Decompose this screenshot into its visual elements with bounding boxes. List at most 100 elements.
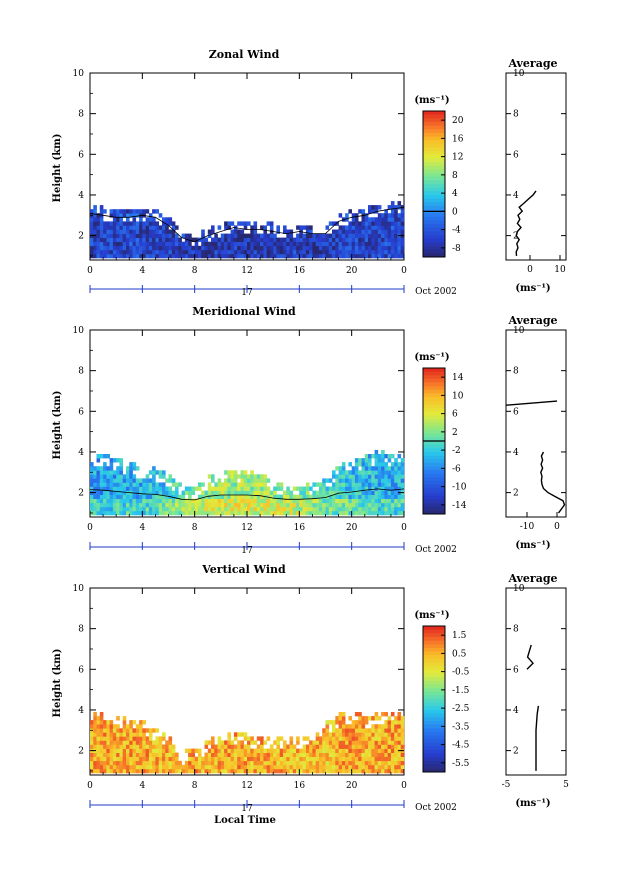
heatmap-cell bbox=[158, 213, 163, 218]
colorbar-tick-label: -5.5 bbox=[452, 759, 470, 769]
heatmap-cell bbox=[106, 756, 110, 762]
heatmap-cell bbox=[390, 724, 395, 729]
heatmap-cell bbox=[394, 253, 398, 259]
heatmap-cell bbox=[302, 241, 307, 247]
heatmap-cell bbox=[371, 728, 375, 733]
heatmap-cell bbox=[384, 724, 388, 729]
heatmap-cell bbox=[381, 482, 385, 487]
heatmap-cell bbox=[132, 466, 137, 471]
heatmap-cell bbox=[93, 213, 97, 218]
heatmap-cell bbox=[207, 233, 212, 238]
heatmap-cell bbox=[341, 466, 346, 471]
heatmap-cell bbox=[296, 245, 300, 251]
heatmap-cell bbox=[93, 752, 97, 757]
heatmap-cell bbox=[129, 736, 133, 741]
heatmap-cell bbox=[194, 502, 199, 508]
heatmap-cell bbox=[158, 233, 163, 238]
heatmap-cell bbox=[351, 748, 356, 753]
heatmap-cell bbox=[211, 225, 215, 230]
heatmap-cell bbox=[364, 720, 369, 725]
colorbar-swatch bbox=[423, 114, 445, 119]
heatmap-cell bbox=[292, 756, 297, 762]
heatmap-cell bbox=[351, 245, 356, 251]
heatmap-cell bbox=[214, 756, 218, 762]
heatmap-cell bbox=[129, 221, 133, 226]
heatmap-cell bbox=[227, 241, 231, 247]
heatmap-cell bbox=[250, 748, 254, 753]
colorbar-swatch bbox=[423, 462, 445, 467]
heatmap-cell bbox=[122, 748, 127, 753]
heatmap-cell bbox=[400, 728, 405, 733]
heatmap-cell bbox=[184, 249, 189, 255]
heatmap-cell bbox=[152, 764, 156, 770]
heatmap-cell bbox=[116, 229, 120, 234]
heatmap-cell bbox=[240, 744, 245, 749]
heatmap-cell bbox=[175, 510, 179, 516]
heatmap-cell bbox=[351, 221, 356, 226]
heatmap-cell bbox=[289, 764, 294, 770]
heatmap-cell bbox=[302, 245, 307, 251]
heatmap-cell bbox=[256, 245, 261, 251]
heatmap-cell bbox=[276, 225, 280, 230]
heatmap-cell bbox=[106, 736, 110, 741]
heatmap-cell bbox=[122, 716, 127, 721]
heatmap-cell bbox=[358, 756, 362, 762]
heatmap-cell bbox=[204, 510, 209, 516]
heatmap-cell bbox=[217, 752, 222, 757]
heatmap-cell bbox=[122, 744, 127, 749]
heatmap-cell bbox=[387, 736, 392, 741]
heatmap-cell bbox=[256, 756, 261, 762]
heatmap-cell bbox=[220, 510, 225, 516]
heatmap-cell bbox=[345, 768, 349, 774]
heatmap-cell bbox=[240, 245, 245, 251]
heatmap-cell bbox=[135, 510, 140, 516]
heatmap-cell bbox=[400, 249, 405, 255]
heatmap-cell bbox=[90, 502, 94, 508]
colorbar-swatch bbox=[423, 506, 445, 511]
heatmap-cell bbox=[289, 498, 294, 504]
heatmap-cell bbox=[364, 490, 369, 495]
heatmap-cell bbox=[332, 241, 336, 247]
heatmap-cell bbox=[99, 732, 104, 737]
heatmap-cell bbox=[142, 478, 146, 483]
heatmap-cell bbox=[132, 241, 137, 247]
heatmap-cell bbox=[237, 764, 241, 770]
heatmap-cell bbox=[243, 241, 248, 247]
heatmap-cell bbox=[377, 229, 382, 234]
heatmap-cell bbox=[103, 233, 107, 238]
heatmap-cell bbox=[381, 458, 385, 463]
heatmap-cell bbox=[319, 744, 323, 749]
heatmap-cell bbox=[374, 466, 379, 471]
heatmap-cell bbox=[247, 245, 251, 251]
colorbar-tick-label: 14 bbox=[452, 373, 464, 383]
heatmap-cell bbox=[289, 510, 294, 516]
heatmap-cell bbox=[233, 756, 238, 762]
heatmap-cell bbox=[155, 253, 159, 259]
heatmap-cell bbox=[112, 494, 117, 499]
heatmap-cell bbox=[135, 744, 140, 749]
heatmap-cell bbox=[335, 720, 339, 725]
heatmap-cell bbox=[243, 233, 248, 238]
heatmap-cell bbox=[247, 221, 251, 226]
heatmap-cell bbox=[168, 740, 173, 745]
heatmap-cell bbox=[269, 502, 274, 508]
heatmap-cell bbox=[283, 502, 287, 508]
heatmap-cell bbox=[354, 720, 359, 725]
profile-x-tick-label: -5 bbox=[502, 780, 511, 790]
heatmap-cell bbox=[381, 213, 385, 218]
heatmap-cell bbox=[93, 474, 97, 479]
colorbar-swatch bbox=[423, 118, 445, 123]
heatmap-cell bbox=[266, 490, 271, 495]
heatmap-cell bbox=[158, 249, 163, 255]
heatmap-cell bbox=[90, 229, 94, 234]
heatmap-cell bbox=[201, 756, 205, 762]
date-label: 17 bbox=[241, 288, 253, 298]
heatmap-cell bbox=[332, 229, 336, 234]
heatmap-cell bbox=[361, 253, 366, 259]
heatmap-cell bbox=[364, 764, 369, 770]
heatmap-cell bbox=[240, 482, 245, 487]
heatmap-cell bbox=[345, 486, 349, 491]
heatmap-cell bbox=[332, 249, 336, 255]
heatmap-cell bbox=[227, 225, 231, 230]
